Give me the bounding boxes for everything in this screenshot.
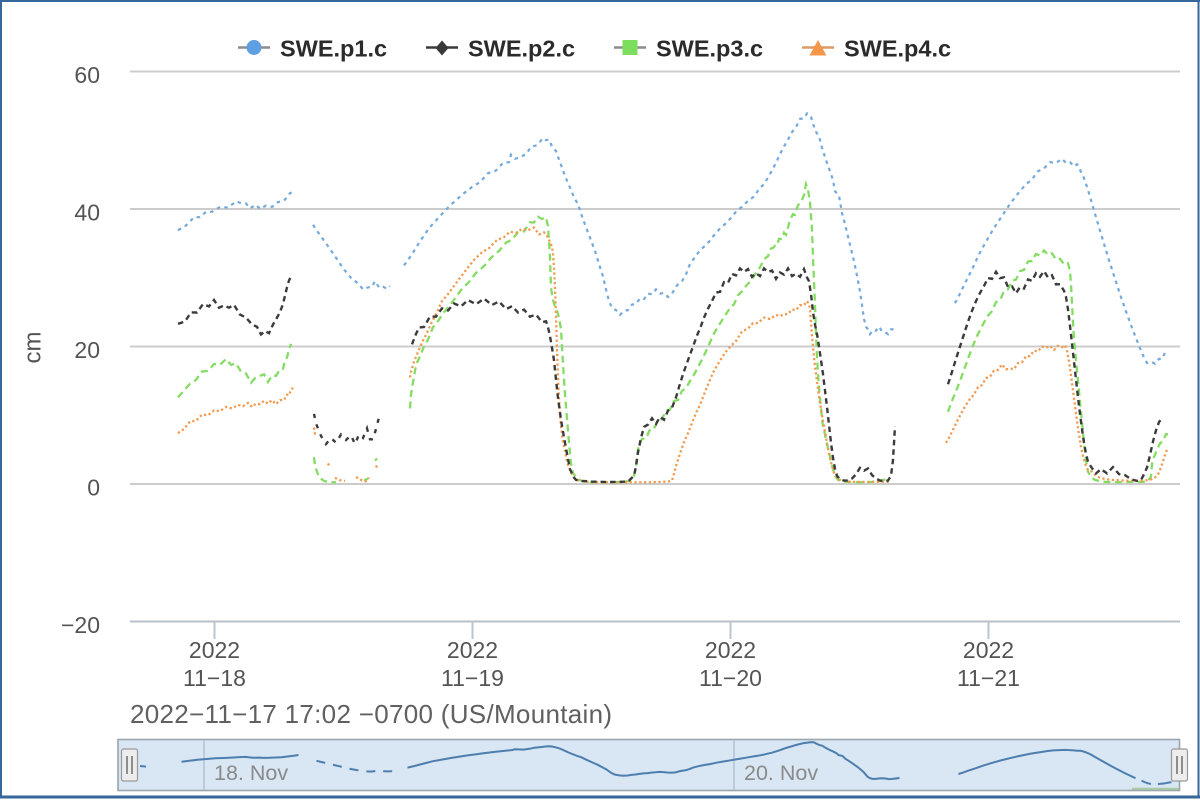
svg-text:−20: −20 — [61, 612, 100, 638]
svg-text:SWE.p4.c: SWE.p4.c — [844, 36, 951, 62]
svg-text:18. Nov: 18. Nov — [214, 761, 288, 785]
svg-text:2022: 2022 — [963, 637, 1014, 663]
svg-text:11−18: 11−18 — [183, 665, 246, 691]
svg-text:11−21: 11−21 — [957, 665, 1020, 691]
svg-text:60: 60 — [74, 62, 100, 88]
svg-text:20. Nov: 20. Nov — [744, 761, 818, 785]
svg-text:0: 0 — [87, 475, 100, 501]
svg-text:SWE.p2.c: SWE.p2.c — [468, 36, 575, 62]
svg-text:2022: 2022 — [705, 637, 756, 663]
svg-text:40: 40 — [74, 200, 100, 226]
svg-text:11−20: 11−20 — [699, 665, 762, 691]
svg-text:cm: cm — [20, 332, 47, 364]
svg-text:11−19: 11−19 — [441, 665, 504, 691]
svg-text:20: 20 — [74, 337, 100, 363]
svg-text:2022: 2022 — [447, 637, 498, 663]
svg-text:SWE.p3.c: SWE.p3.c — [656, 36, 763, 62]
svg-text:SWE.p1.c: SWE.p1.c — [280, 36, 387, 62]
svg-text:2022−11−17 17:02 −0700 (US/Mou: 2022−11−17 17:02 −0700 (US/Mountain) — [130, 699, 612, 729]
svg-text:2022: 2022 — [189, 637, 240, 663]
